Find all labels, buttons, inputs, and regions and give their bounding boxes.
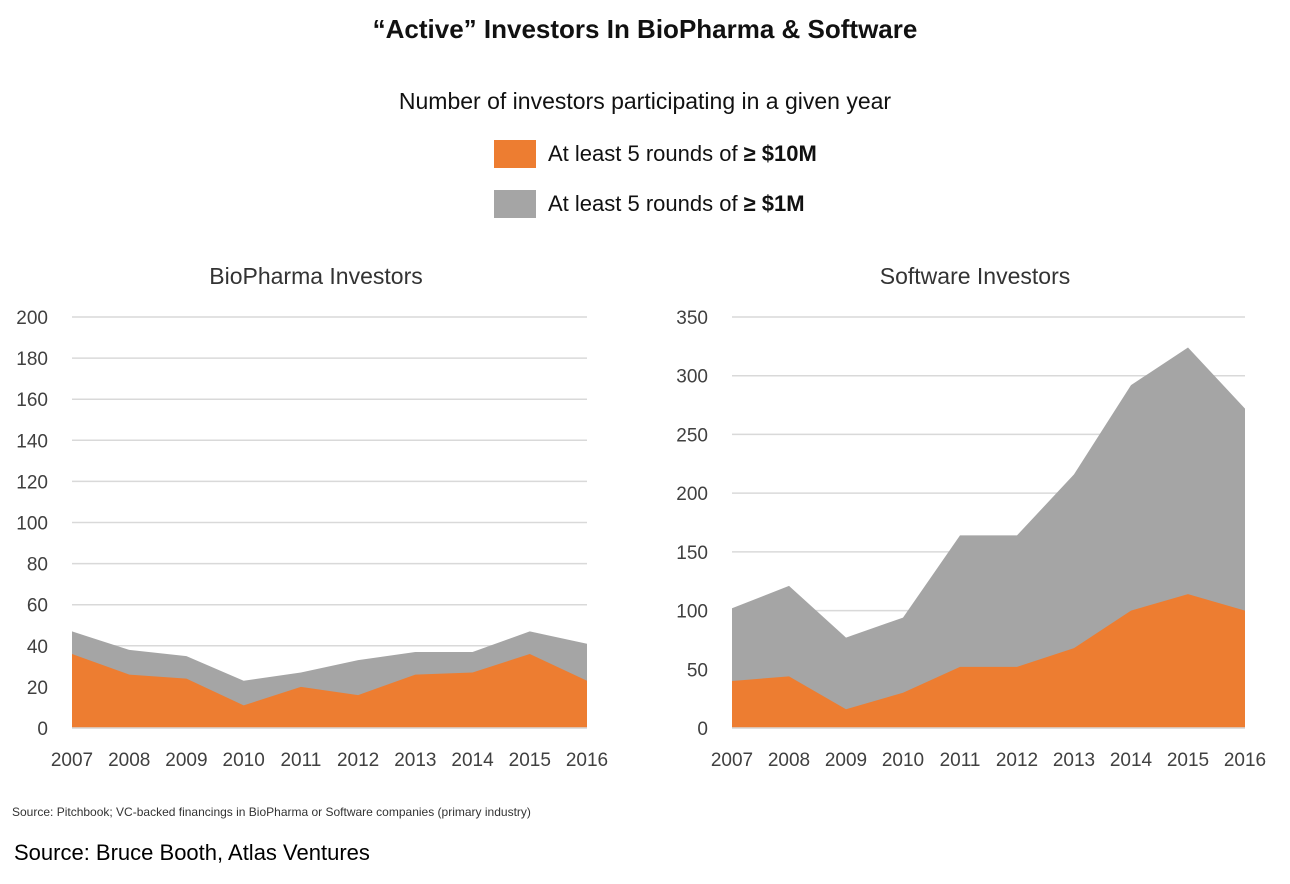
software-y-tick-label: 0 (697, 719, 708, 740)
biopharma-y-tick-label: 160 (16, 390, 48, 411)
biopharma-x-tick-label: 2016 (566, 750, 608, 771)
software-y-tick-label: 250 (676, 425, 708, 446)
software-x-tick-label: 2012 (996, 750, 1038, 771)
software-chart-title: Software Investors (880, 263, 1070, 289)
biopharma-x-tick-label: 2013 (394, 750, 436, 771)
software-x-tick-label: 2009 (825, 750, 867, 771)
biopharma-x-tick-label: 2008 (108, 750, 150, 771)
biopharma-x-tick-label: 2014 (451, 750, 494, 771)
software-x-tick-label: 2016 (1224, 750, 1266, 771)
software-x-tick-label: 2014 (1110, 750, 1153, 771)
software-x-tick-label: 2015 (1167, 750, 1209, 771)
biopharma-x-tick-label: 2009 (165, 750, 207, 771)
biopharma-x-tick-label: 2012 (337, 750, 379, 771)
legend-item-10m: At least 5 rounds of ≥ $10M (494, 140, 817, 168)
biopharma-y-tick-label: 0 (37, 719, 48, 740)
software-x-tick-label: 2011 (940, 750, 981, 771)
legend-value-10m: ≥ $10M (743, 141, 817, 166)
main-title: “Active” Investors In BioPharma & Softwa… (372, 14, 918, 44)
software-x-tick-label: 2007 (711, 750, 753, 771)
software-area-10m (732, 594, 1245, 728)
biopharma-y-tick-label: 180 (16, 349, 48, 370)
legend-swatch-10m (494, 140, 536, 168)
biopharma-y-tick-label: 100 (16, 514, 48, 535)
biopharma-x-tick-label: 2007 (51, 750, 93, 771)
legend-value-1m: ≥ $1M (743, 191, 805, 216)
source-note: Source: Pitchbook; VC-backed financings … (12, 805, 531, 819)
software-y-tick-label: 350 (676, 308, 708, 329)
software-y-tick-label: 200 (676, 484, 708, 505)
biopharma-x-tick-label: 2010 (223, 750, 265, 771)
legend-label-1m: At least 5 rounds of (548, 191, 738, 216)
software-y-tick-label: 50 (687, 660, 708, 681)
software-x-tick-label: 2008 (768, 750, 810, 771)
legend-item-1m: At least 5 rounds of ≥ $1M (494, 190, 805, 218)
biopharma-x-tick-label: 2011 (280, 750, 321, 771)
software-y-tick-label: 300 (676, 367, 708, 388)
software-y-tick-label: 150 (676, 543, 708, 564)
biopharma-x-tick-label: 2015 (509, 750, 551, 771)
legend-label-10m: At least 5 rounds of (548, 141, 738, 166)
software-x-tick-label: 2010 (882, 750, 924, 771)
software-y-tick-label: 100 (676, 602, 708, 623)
biopharma-y-tick-label: 80 (27, 555, 48, 576)
source-credit: Source: Bruce Booth, Atlas Ventures (14, 840, 370, 865)
biopharma-y-tick-label: 140 (16, 431, 48, 452)
biopharma-y-tick-label: 200 (16, 308, 48, 329)
chart-subtitle: Number of investors participating in a g… (398, 88, 892, 114)
biopharma-y-tick-label: 60 (27, 596, 48, 617)
biopharma-y-tick-label: 120 (16, 472, 48, 493)
legend-swatch-1m (494, 190, 536, 218)
biopharma-area-10m (72, 654, 587, 728)
charts-canvas: BioPharma Investors 0 20 40 60 80 100 120 140 160… (16, 263, 1266, 771)
software-x-tick-label: 2013 (1053, 750, 1095, 771)
biopharma-y-tick-label: 40 (27, 637, 48, 658)
biopharma-y-tick-label: 20 (27, 678, 48, 699)
biopharma-chart-title: BioPharma Investors (209, 263, 422, 289)
